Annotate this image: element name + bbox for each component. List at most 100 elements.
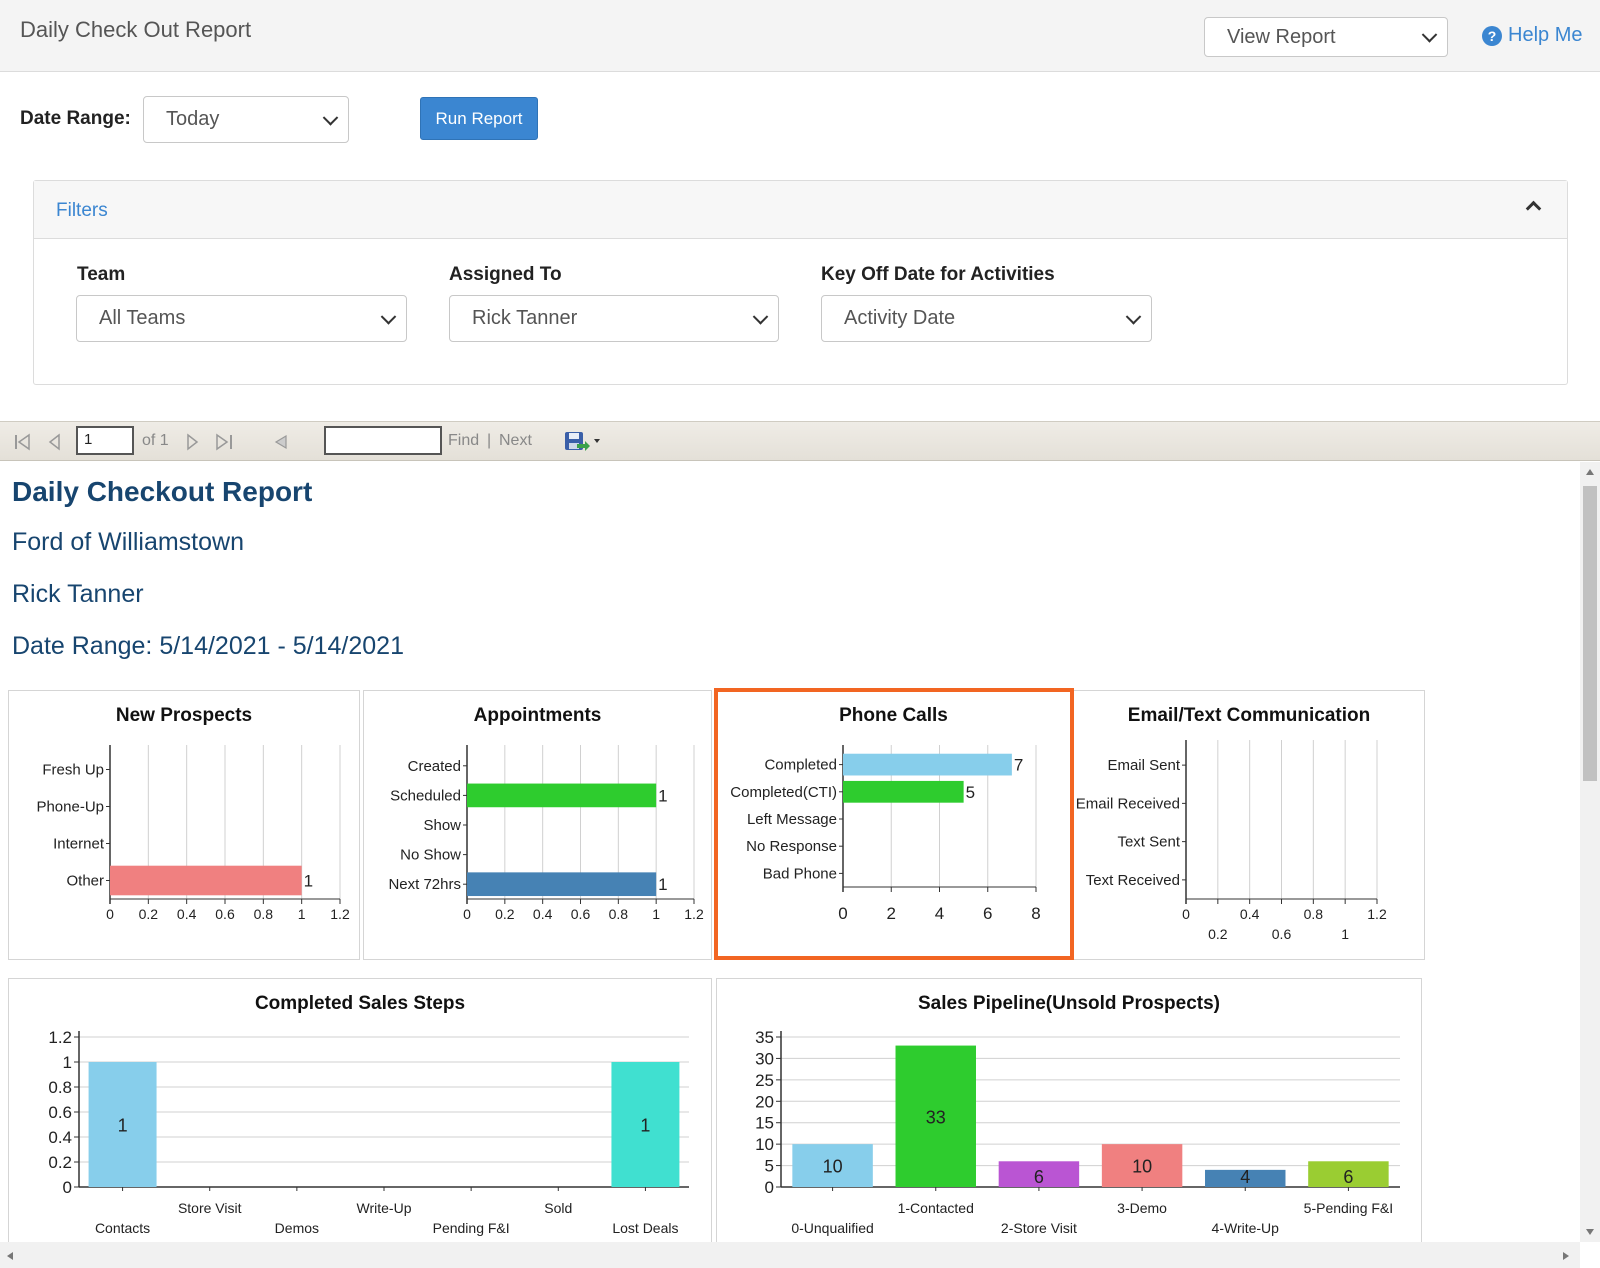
category-label: 0-Unqualified [791,1220,874,1236]
run-report-button[interactable]: Run Report [420,97,538,140]
filters-title[interactable]: Filters [56,200,108,221]
assigned-to-value: Rick Tanner [472,307,578,329]
bar [110,865,302,896]
tick-label: 0.2 [48,1153,72,1172]
new-prospects-chart: New Prospects 0 0.2 0.4 0.6 0.8 1 1.2 Fresh Up P… [8,690,360,960]
page-count: of 1 [142,432,169,449]
tick-label: 8 [1031,904,1040,923]
category-label: Bad Phone [763,865,837,882]
date-range-select[interactable]: Today [143,96,349,143]
category-label: Next 72hrs [388,876,461,893]
phone-calls-chart: Phone Calls 0 2 4 6 8 Completed 7 Completed(CTI… [715,690,1072,960]
assigned-to-select[interactable]: Rick Tanner [449,295,779,342]
data-label: 33 [926,1107,946,1127]
scroll-left-icon[interactable] [6,1251,14,1261]
category-label: Text Received [1086,872,1180,889]
tick-label: 1 [1341,926,1349,942]
bar [792,1144,873,1187]
find-text-input[interactable] [324,426,442,455]
report-user: Rick Tanner [12,580,144,608]
tick-label: 0.6 [48,1103,72,1122]
chart-svg: 0 0.2 0.4 0.6 0.8 1 1.2 Created Scheduled 1 Show No… [388,745,704,922]
vertical-scroll-thumb[interactable] [1583,486,1597,781]
scroll-up-icon[interactable] [1585,468,1595,476]
tick-label: 2 [887,904,896,923]
chart-title: Appointments [473,705,602,726]
view-report-value: View Report [1227,25,1336,48]
category-label: Write-Up [357,1200,412,1216]
tick-label: 10 [755,1135,774,1154]
back-icon[interactable] [272,433,290,451]
first-page-icon[interactable] [14,433,32,451]
team-label: Team [77,264,126,285]
category-label: Fresh Up [42,762,104,779]
find-next-link[interactable]: Next [499,432,532,449]
bar [998,1161,1080,1187]
data-label: 1 [118,1116,128,1136]
tick-label: 1.2 [684,906,704,922]
previous-page-icon[interactable] [48,433,62,451]
bar [467,783,657,808]
vertical-scrollbar[interactable] [1580,462,1600,1242]
data-label: 1 [658,786,667,805]
category-label: Email Sent [1107,757,1180,774]
chevron-up-icon[interactable] [1525,200,1542,217]
tick-label: 20 [755,1092,774,1111]
find-link[interactable]: Find [448,432,480,449]
bar [1101,1144,1183,1187]
scroll-right-icon[interactable] [1562,1251,1570,1261]
help-label: Help Me [1508,24,1583,46]
tick-label: 1.2 [1367,906,1387,922]
sales-pipeline-chart: Sales Pipeline(Unsold Prospects) 0 5 10 15 2… [716,978,1422,1242]
bar [1205,1169,1286,1187]
category-label: No Show [400,847,461,864]
export-save-icon[interactable] [563,430,603,454]
chevron-down-icon [1125,308,1142,325]
data-label: 6 [1034,1167,1044,1187]
page-number-input[interactable]: 1 [76,426,134,455]
data-label: 10 [823,1157,843,1177]
chevron-down-icon [752,308,769,325]
last-page-icon[interactable] [215,433,235,451]
tick-label: 0.6 [215,906,235,922]
data-label: 6 [1343,1167,1353,1187]
category-label: Lost Deals [612,1220,678,1236]
tick-label: 0.4 [533,906,553,922]
chart-svg: 0 0.2 0.4 0.6 0.8 1 1.2 Contacts 1 Store Visit Dem… [48,1028,689,1236]
chevron-down-icon [1421,27,1438,43]
tick-label: 30 [755,1049,774,1068]
tick-label: 6 [983,904,992,923]
category-label: 5-Pending F&I [1304,1200,1394,1216]
filters-header[interactable]: Filters [34,181,1567,239]
category-label: Store Visit [178,1200,242,1216]
help-link[interactable]: ? Help Me [1482,24,1582,47]
data-label: 7 [1014,756,1023,775]
tick-label: 1.2 [48,1028,72,1047]
chart-svg: 0 2 4 6 8 Completed 7 Completed(CTI) 5 Left Messa… [730,745,1041,923]
bar [843,780,964,803]
tick-label: 0.8 [254,906,274,922]
next-page-icon[interactable] [185,433,199,451]
chevron-down-icon [380,308,397,325]
email-text-chart: Email/Text Communication 0 0.2 0.4 0.6 0.8 1 1… [1073,690,1425,960]
chevron-down-icon [322,109,339,126]
tick-label: 0.2 [1208,926,1228,942]
category-label: Created [408,758,461,775]
report-dealership: Ford of Williamstown [12,528,244,556]
view-report-select[interactable]: View Report [1204,17,1448,57]
tick-label: 1 [63,1053,72,1072]
scroll-down-icon[interactable] [1585,1228,1595,1236]
horizontal-scrollbar[interactable] [0,1242,1580,1268]
date-range-label: Date Range: [20,108,131,129]
category-label: Other [66,873,104,890]
chart-svg: 0 0.2 0.4 0.6 0.8 1 1.2 Fresh Up Phone-Up Interne… [36,745,350,922]
tick-label: 0.4 [177,906,197,922]
tick-label: 0.8 [609,906,629,922]
category-label: Internet [53,836,105,853]
date-range-value: Today [166,108,220,130]
team-select[interactable]: All Teams [76,295,407,342]
report-title: Daily Checkout Report [12,476,313,507]
key-off-date-select[interactable]: Activity Date [821,295,1152,342]
category-label: Completed(CTI) [730,784,837,801]
tick-label: 0 [765,1178,774,1197]
